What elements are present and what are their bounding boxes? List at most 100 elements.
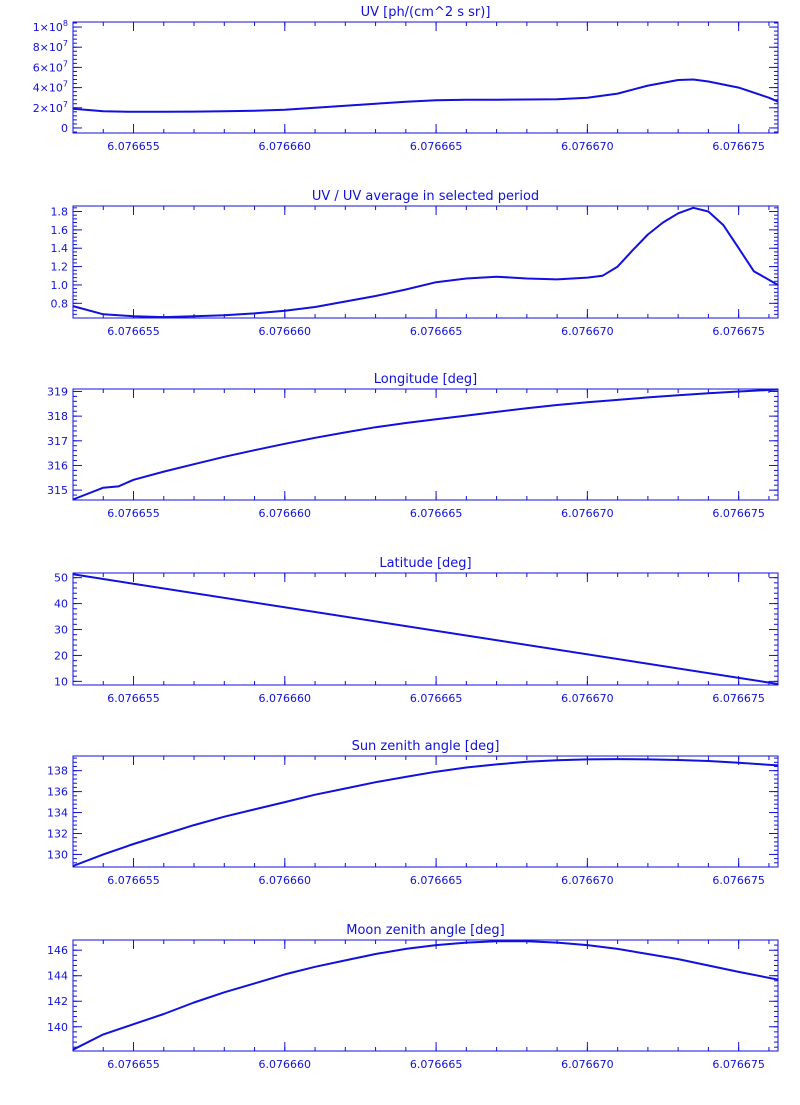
y-tick-base: 4×10 <box>33 82 63 95</box>
y-tick-base: 6×10 <box>33 61 63 74</box>
y-tick-exponent: 7 <box>63 80 68 89</box>
x-tick-label: 6.076660 <box>259 507 312 520</box>
plot-frame <box>72 388 779 501</box>
y-tick-base: 0.8 <box>51 297 69 310</box>
y-tick-label: 144 <box>47 970 68 983</box>
y-tick-exponent: 7 <box>63 39 68 48</box>
y-tick-base: 1.4 <box>51 242 69 255</box>
y-tick-label: 0.8 <box>51 297 69 310</box>
y-tick-base: 1×10 <box>33 21 63 34</box>
x-tick-label: 6.076670 <box>561 692 614 705</box>
y-tick-label: 1×108 <box>33 19 68 34</box>
y-tick-label: 1.8 <box>51 206 69 219</box>
y-tick-label: 1.6 <box>51 224 69 237</box>
x-tick-label: 6.076655 <box>107 507 160 520</box>
y-tick-base: 319 <box>47 385 68 398</box>
chart-title: UV [ph/(cm^2 s sr)] <box>361 5 491 20</box>
x-tick-label: 6.076655 <box>107 140 160 153</box>
series-line <box>72 206 779 319</box>
y-tick-label: 10 <box>54 675 68 688</box>
y-tick-label: 8×107 <box>33 39 68 54</box>
x-tick-label: 6.076670 <box>561 140 614 153</box>
y-tick-label: 134 <box>47 807 68 820</box>
y-tick-base: 1.6 <box>51 224 69 237</box>
x-tick-label: 6.076675 <box>712 140 765 153</box>
x-tick-label: 6.076665 <box>410 325 463 338</box>
y-tick-base: 136 <box>47 786 68 799</box>
x-tick-label: 6.076675 <box>712 874 765 887</box>
x-tick-label: 6.076660 <box>259 140 312 153</box>
y-tick-exponent: 7 <box>63 59 68 68</box>
chart-panel: Sun zenith angle [deg] 6.076655 6.076660 6.… <box>47 739 779 887</box>
y-tick-base: 132 <box>47 827 68 840</box>
chart-panel: Latitude [deg] 6.076655 6.076660 6.076665 6.… <box>54 556 779 705</box>
y-tick-exponent: 7 <box>63 100 68 109</box>
y-tick-base: 144 <box>47 970 68 983</box>
x-tick-label: 6.076660 <box>259 1058 312 1071</box>
x-tick-label: 6.076665 <box>410 692 463 705</box>
y-tick-label: 6×107 <box>33 59 68 74</box>
x-tick-label: 6.076655 <box>107 692 160 705</box>
y-tick-label: 1.2 <box>51 261 69 274</box>
y-tick-label: 130 <box>47 848 68 861</box>
x-tick-label: 6.076665 <box>410 1058 463 1071</box>
x-tick-label: 6.076655 <box>107 1058 160 1071</box>
series-line <box>72 758 779 867</box>
y-tick-label: 140 <box>47 1021 68 1034</box>
x-tick-label: 6.076660 <box>259 874 312 887</box>
series-line <box>72 940 779 1051</box>
chart-panel: Longitude [deg] 6.076655 6.076660 6.076665 6… <box>47 372 779 520</box>
y-tick-label: 30 <box>54 624 68 637</box>
chart-title: Longitude [deg] <box>374 372 477 387</box>
y-tick-base: 30 <box>54 624 68 637</box>
x-tick-label: 6.076675 <box>712 1058 765 1071</box>
series-line <box>72 78 779 113</box>
y-tick-base: 1.8 <box>51 206 69 219</box>
plot-frame <box>72 21 779 134</box>
y-tick-label: 2×107 <box>33 100 68 115</box>
y-tick-base: 130 <box>47 848 68 861</box>
chart-title: Sun zenith angle [deg] <box>352 739 500 754</box>
y-tick-base: 318 <box>47 410 68 423</box>
y-tick-base: 146 <box>47 944 68 957</box>
x-tick-label: 6.076665 <box>410 874 463 887</box>
y-tick-base: 50 <box>54 572 68 585</box>
x-tick-label: 6.076660 <box>259 325 312 338</box>
plot-frame <box>72 572 779 686</box>
y-tick-base: 316 <box>47 459 68 472</box>
y-tick-base: 315 <box>47 484 68 497</box>
y-tick-label: 0 <box>61 122 68 135</box>
y-tick-base: 10 <box>54 675 68 688</box>
x-tick-label: 6.076665 <box>410 507 463 520</box>
y-tick-base: 1.2 <box>51 261 69 274</box>
y-tick-base: 2×10 <box>33 102 63 115</box>
y-tick-label: 138 <box>47 765 68 778</box>
y-tick-label: 1.4 <box>51 242 69 255</box>
chart-title: UV / UV average in selected period <box>312 189 539 204</box>
x-tick-label: 6.076675 <box>712 692 765 705</box>
chart-title: Moon zenith angle [deg] <box>346 923 504 938</box>
y-tick-label: 315 <box>47 484 68 497</box>
chart-panel: UV [ph/(cm^2 s sr)] 6.076655 6.076660 6.076… <box>33 5 779 153</box>
y-tick-label: 319 <box>47 385 68 398</box>
x-tick-label: 6.076655 <box>107 874 160 887</box>
chart-panel: UV / UV average in selected period 6.0766… <box>51 189 779 338</box>
y-tick-base: 142 <box>47 995 68 1008</box>
x-tick-label: 6.076670 <box>561 874 614 887</box>
y-tick-label: 40 <box>54 598 68 611</box>
x-tick-label: 6.076675 <box>712 507 765 520</box>
y-tick-label: 316 <box>47 459 68 472</box>
x-tick-label: 6.076665 <box>410 140 463 153</box>
y-tick-exponent: 8 <box>63 19 68 28</box>
y-tick-label: 132 <box>47 827 68 840</box>
x-tick-label: 6.076670 <box>561 507 614 520</box>
x-tick-label: 6.076670 <box>561 1058 614 1071</box>
plot-frame <box>72 205 779 319</box>
y-tick-base: 8×10 <box>33 41 63 54</box>
x-tick-label: 6.076655 <box>107 325 160 338</box>
y-tick-base: 140 <box>47 1021 68 1034</box>
y-tick-base: 0 <box>61 122 68 135</box>
y-tick-base: 134 <box>47 807 68 820</box>
